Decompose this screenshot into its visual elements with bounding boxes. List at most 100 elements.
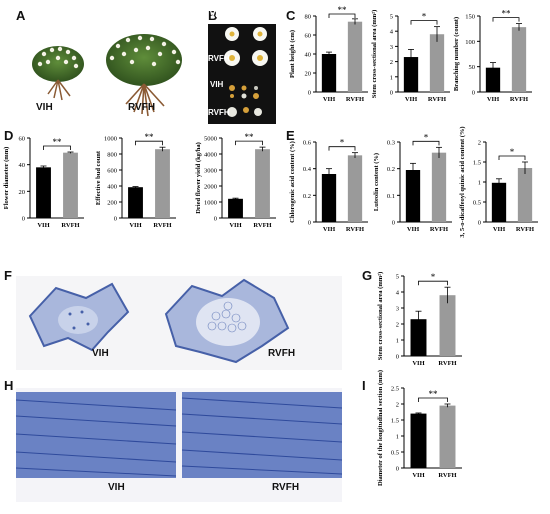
bar-rvfh [155,149,170,218]
y-tick-label: 50 [469,64,476,71]
y-tick-label: 80 [305,14,312,21]
y-tick-label: 0 [114,216,117,223]
significance-bracket [418,280,448,286]
y-tick-label: 0 [472,90,475,97]
significance-stars: ** [245,132,255,142]
bar-vih [491,182,507,222]
x-tick-label: VIH [323,96,335,103]
panel-label-i: I [362,378,366,393]
micrograph-longitudinal-section [16,388,342,502]
x-tick-label: RVFH [153,222,171,229]
photo-label-vih: VIH [36,102,53,113]
significance-stars: ** [502,9,512,19]
panel-label-a: A [16,8,26,23]
panel-label-f: F [4,268,12,283]
y-axis-title: Plant height (cm) [289,30,296,78]
chart-c2: 0 1 2 3 4 5 Stem cross-sectional area (mm²) VIH… [371,10,450,103]
x-tick-label: VIH [412,360,424,367]
cross-section-illustration [28,278,290,364]
y-tick-label: 1.5 [391,418,399,425]
y-tick-label: 0 [214,216,217,223]
significance-bracket [412,140,440,146]
x-tick-label: RVFH [253,222,271,229]
bar-vih [485,67,501,92]
bar-rvfh [255,149,270,218]
flower-vih-dissect [229,85,259,99]
y-tick-label: 5 [390,14,393,21]
b-label-rvfh-2: RVFH [208,108,230,117]
y-axis-title: Diameter of the longitudinal section (mm… [377,370,384,486]
flowers-illustration [224,27,268,117]
y-tick-label: 0.5 [391,450,399,457]
y-tick-label: 1 [390,74,393,81]
y-tick-label: 0 [308,220,311,227]
significance-stars: ** [429,389,439,399]
y-tick-label: 2 [396,402,399,409]
y-tick-label: 40 [19,162,26,169]
y-tick-label: 2 [478,140,481,147]
micrograph-cross-section [16,276,342,370]
significance-bracket [418,397,448,402]
bar-vih [321,54,337,92]
plants-illustration [32,34,185,117]
x-tick-label: VIH [323,226,335,233]
significance-bracket [235,140,263,146]
y-tick-label: 40 [305,52,312,59]
y-tick-label: 0 [396,354,399,361]
bar-vih [36,167,51,218]
significance-bracket [135,140,163,146]
chart-d1: 0 20 40 60 Flower diameter (mm) VIH RVFH ** [3,136,84,229]
y-axis-title: Branching number (count) [453,17,460,91]
y-tick-label: 800 [107,152,117,159]
y-axis-title: Dried flower yield (kg/ha) [195,142,202,214]
panel-label-e: E [286,128,295,143]
chart-i: 0 0.5 1 1.5 2 2.5 Diameter of the longitudinal… [377,370,462,486]
y-tick-label: 20 [305,71,312,78]
y-tick-label: 0 [390,90,393,97]
chart-e1: 0 0.2 0.4 0.6 Chlorogenic acid content (%) VI… [289,138,368,233]
y-tick-label: 0.2 [387,166,395,173]
bar-rvfh [431,152,447,222]
y-tick-label: 1 [396,338,399,345]
y-tick-label: 0 [308,90,311,97]
panel-label-g: G [362,268,373,283]
bar-vih [321,174,337,222]
b-label-rvfh-1: RVFH [208,54,230,63]
panel-label-c: C [286,8,296,23]
y-tick-label: 1 [478,180,481,187]
photo-flowers [208,24,276,124]
bar-rvfh [439,295,456,356]
bar-rvfh [347,155,363,222]
f-label-rvfh: RVFH [268,348,296,359]
y-axis-title: Stem cross-sectional area (mm²) [371,10,378,99]
panel-label-d: D [4,128,14,143]
y-axis-title: Luteolin content (%) [373,153,380,211]
bar-rvfh [429,34,445,92]
y-tick-label: 100 [465,39,475,46]
y-tick-label: 3000 [204,168,217,175]
significance-bracket [43,145,71,150]
b-label-vih-1: VIH [210,10,224,19]
y-axis-title: Chlorogenic acid content (%) [289,141,296,223]
y-tick-label: 60 [305,33,312,40]
bar-rvfh [347,21,363,93]
panel-label-b: B [208,8,218,23]
y-axis-title: Effective bud count [95,150,102,205]
significance-stars: * [424,132,429,142]
significance-bracket [328,146,356,151]
flower-rvfh-top [224,50,268,66]
y-tick-label: 4000 [204,152,217,159]
y-tick-label: 0.3 [387,140,395,147]
x-tick-label: RVFH [346,96,364,103]
x-tick-label: VIH [407,226,419,233]
panel-label-h: H [4,378,14,393]
x-tick-label: VIH [229,222,241,229]
chart-e2: 0 0.1 0.2 0.3 Luteolin content (%) VIH RVFH * [373,132,452,233]
y-tick-label: 400 [107,184,117,191]
y-tick-label: 0 [396,466,399,473]
y-tick-label: 3 [390,44,393,51]
significance-stars: * [422,12,427,22]
flower-rvfh-dissect [227,107,262,117]
